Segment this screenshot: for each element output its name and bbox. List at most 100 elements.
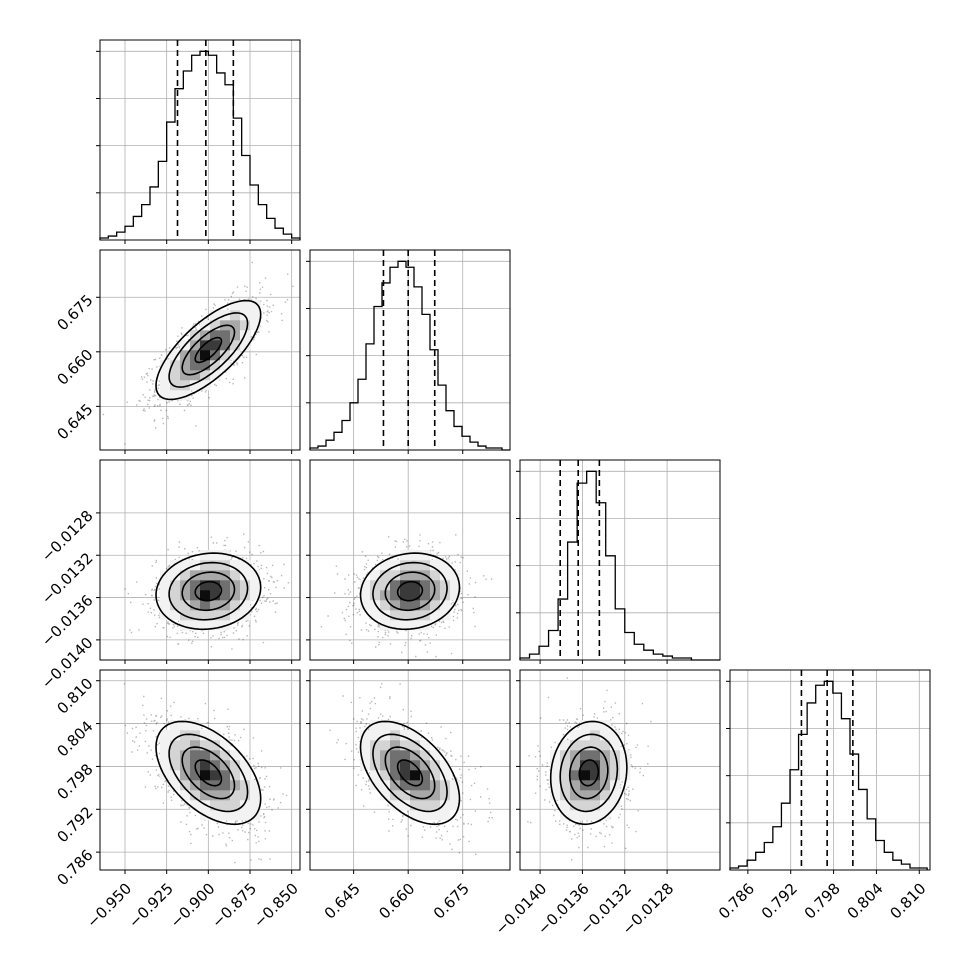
panel-bg <box>100 40 300 240</box>
panel-frame <box>99 249 301 451</box>
density-cell <box>600 790 611 801</box>
density-cell <box>170 380 181 391</box>
density-cell <box>430 750 441 761</box>
density-cell <box>410 570 421 581</box>
density-cell <box>180 600 191 611</box>
density-cell <box>210 620 221 631</box>
panel-frame <box>519 669 721 871</box>
density-cell <box>420 760 431 771</box>
density-cell <box>450 570 461 581</box>
density-cell <box>240 760 251 771</box>
density-cell <box>560 740 571 751</box>
x-tick-label: 0.792 <box>758 880 801 923</box>
density-cell <box>590 770 601 781</box>
density-cell <box>430 580 441 591</box>
density-cell <box>250 310 261 321</box>
density-cell <box>380 560 391 571</box>
panel-bg <box>520 460 720 660</box>
density-cell <box>220 800 231 811</box>
density-cell <box>200 570 211 581</box>
density-cell <box>360 740 371 751</box>
density-cell <box>560 800 571 811</box>
density-cell <box>180 560 191 571</box>
density-cell <box>570 800 581 811</box>
density-cell <box>240 580 251 591</box>
density-cell <box>360 600 371 611</box>
density-cell <box>430 810 441 821</box>
density-cell <box>360 580 371 591</box>
density-cell <box>410 560 421 571</box>
density-cell <box>210 310 221 321</box>
density-cell <box>210 550 221 561</box>
density-cell <box>230 330 241 341</box>
density-cell <box>180 350 191 361</box>
density-cell <box>370 590 381 601</box>
density-cell <box>220 580 231 591</box>
density-cell <box>210 730 221 741</box>
density-cell <box>380 610 391 621</box>
density-cell <box>160 570 171 581</box>
density-cell <box>400 610 411 621</box>
density-cell <box>180 750 191 761</box>
contour-3 <box>359 552 461 631</box>
density-cell <box>580 720 591 731</box>
contour-3 <box>155 552 262 631</box>
density-cell <box>420 580 431 591</box>
density-cell <box>440 780 451 791</box>
density-cell <box>380 720 391 731</box>
density-cell <box>200 320 211 331</box>
density-cell <box>230 770 241 781</box>
density-cell <box>210 320 221 331</box>
density-cell <box>160 750 171 761</box>
density-cell <box>200 600 211 611</box>
density-cell <box>200 790 211 801</box>
density-cell <box>180 620 191 631</box>
density-cell <box>590 780 601 791</box>
density-cell <box>230 790 241 801</box>
density-cell <box>400 780 411 791</box>
density-cell <box>230 300 241 311</box>
contour-0 <box>396 580 424 602</box>
panel-contents <box>123 683 288 864</box>
density-cell <box>210 790 221 801</box>
density-cell <box>200 340 211 351</box>
density-cell <box>210 740 221 751</box>
density-cell <box>250 300 261 311</box>
density-cell <box>190 600 201 611</box>
histogram-panel-1 <box>306 249 511 451</box>
scatter-panel-2-3 <box>519 669 721 871</box>
density-cell <box>550 780 561 791</box>
density-cell <box>440 570 451 581</box>
density-cell <box>360 750 371 761</box>
density-cell <box>220 750 231 761</box>
density-cell <box>360 730 371 741</box>
panel-contents <box>102 261 294 450</box>
density-cell <box>410 790 421 801</box>
contour-2 <box>372 733 448 813</box>
density-cell <box>600 770 611 781</box>
density-cell <box>210 350 221 361</box>
panel-frame <box>309 459 511 661</box>
density-cell <box>230 600 241 611</box>
density-cell <box>240 780 251 791</box>
density-cell <box>230 350 241 361</box>
density-cell <box>390 600 401 611</box>
density-cell <box>190 800 201 811</box>
density-cell <box>230 810 241 821</box>
density-cell <box>210 810 221 821</box>
density-cell <box>430 800 441 811</box>
density-cell <box>400 740 411 751</box>
density-cell <box>440 600 451 611</box>
scatter-panel-1-2 <box>309 459 511 661</box>
density-cell <box>180 740 191 751</box>
x-tick-label: −0.900 <box>167 880 219 932</box>
density-cell <box>390 740 401 751</box>
density-cell <box>370 610 381 621</box>
density-cell <box>180 380 191 391</box>
density-cell <box>440 760 451 771</box>
sample-points <box>527 677 652 861</box>
density-cell <box>580 750 591 761</box>
x-tick-label: −0.925 <box>125 880 177 932</box>
density-cell <box>410 750 421 761</box>
density-cell <box>380 790 391 801</box>
